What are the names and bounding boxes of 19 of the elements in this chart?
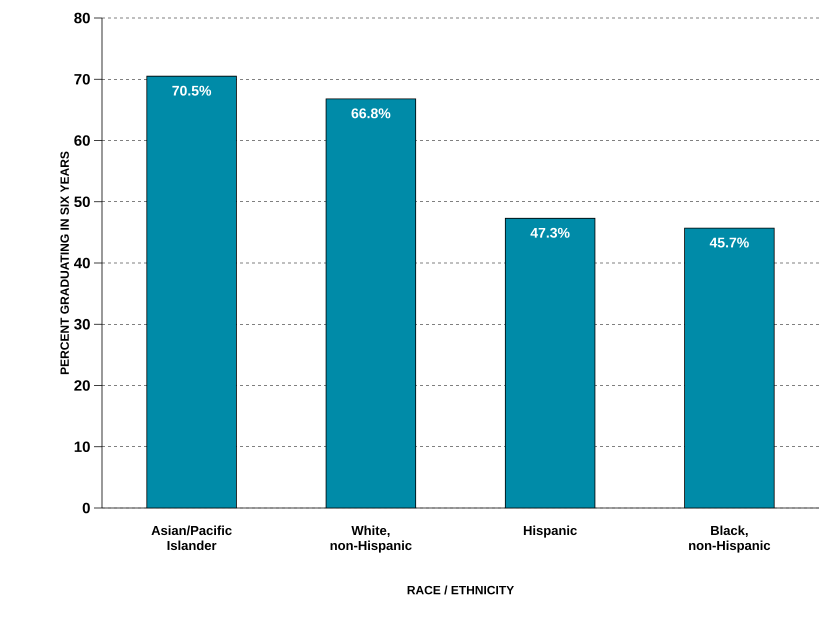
data-label: 66.8% [352,108,390,118]
y-tick-label: 50 [74,196,90,208]
y-tick-label: 20 [74,380,90,391]
y-tick-label: 60 [74,135,90,146]
y-tick-label: 80 [74,12,90,24]
data-label: 70.5% [172,86,212,96]
x-axis-title: RACE / ETHNICITY [408,586,514,594]
y-tick-label: 30 [74,318,90,330]
y-tick-label: 40 [74,258,90,268]
y-axis-title: PERCENT GRADUATING IN SIX YEARS [60,152,69,374]
y-tick-label: 0 [82,502,90,514]
x-tick-label: Hispanic [524,526,577,538]
x-tick-label: Black, non-Hispanic [689,526,770,553]
y-tick-label: 70 [74,74,90,85]
x-tick-label: White, non-Hispanic [330,526,412,553]
x-tick-label: Asian/Pacific Islander [151,526,232,550]
data-label: 45.7% [710,238,749,248]
y-tick-label: 10 [74,441,90,452]
data-label: 47.3% [530,228,570,238]
